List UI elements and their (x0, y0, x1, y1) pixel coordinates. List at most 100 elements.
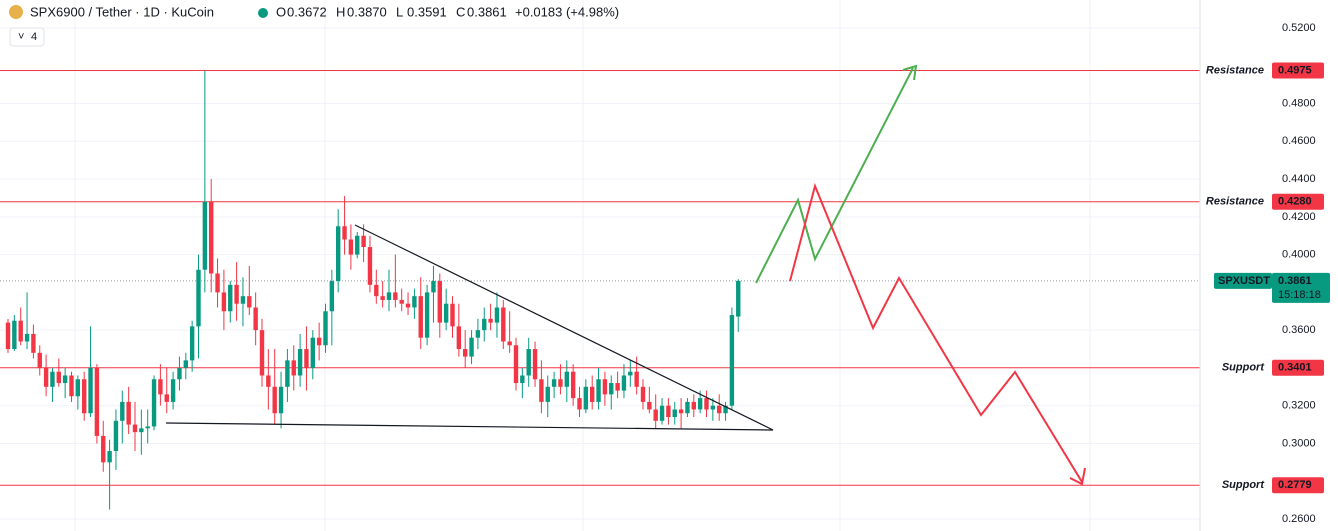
candle-body (259, 330, 265, 376)
candle-body (386, 292, 392, 300)
level-name: Resistance (1206, 196, 1264, 208)
candle-body (253, 307, 258, 331)
indicator-toggle[interactable] (9, 27, 45, 47)
candle-body (336, 226, 341, 282)
ohlc-label: H (336, 4, 345, 19)
candle-body (666, 405, 671, 418)
symbol-label: SPXUSDT (1218, 275, 1270, 287)
candle-body (355, 235, 360, 255)
candle-body (634, 371, 639, 387)
candle-body (297, 349, 303, 376)
level-name: Support (1222, 479, 1265, 491)
countdown: 15:18:18 (1278, 289, 1321, 301)
triangle-pattern (165, 224, 774, 431)
candle-body (170, 379, 176, 402)
candle-body (69, 375, 74, 397)
candle-body (399, 299, 404, 304)
ohlc-value: 0.3861 (467, 4, 507, 19)
bearish-projection (789, 182, 1083, 483)
candle-body (278, 386, 284, 414)
drawings (165, 64, 1086, 486)
candle-body (202, 201, 208, 270)
candle-body (685, 401, 690, 414)
y-tick-label: 0.4600 (1282, 135, 1316, 147)
candle-body (583, 386, 589, 410)
bullish-projection (755, 67, 914, 284)
candle-body (342, 226, 347, 240)
candle-body (323, 311, 328, 346)
candle-body (437, 281, 442, 323)
level-name: Support (1222, 362, 1265, 374)
candle-body (82, 379, 87, 414)
y-tick-label: 0.2600 (1282, 513, 1316, 525)
candle-body (621, 375, 627, 391)
candle-body (107, 451, 112, 463)
arrow-head (1069, 467, 1086, 486)
candle-body (266, 375, 271, 387)
candle-body (539, 379, 544, 402)
candle-body (532, 349, 538, 380)
header: SPX6900 / Tether · 1D · KuCoin O 0.3672 H 0… (9, 4, 619, 47)
ohlc-label: L (396, 4, 403, 19)
candle-body (482, 318, 487, 331)
chevron: ˅ (18, 31, 24, 43)
market-status (258, 8, 268, 18)
candle-body (37, 352, 42, 368)
candle-body (221, 292, 227, 312)
candle-body (196, 269, 201, 327)
level-price-box (1272, 359, 1324, 376)
candle-body (405, 303, 411, 308)
level-price-box (1272, 477, 1324, 494)
indicator-count[interactable]: 4 (31, 31, 37, 43)
candle-body (304, 349, 309, 368)
candle-body (18, 320, 23, 342)
y-tick-label: 0.3000 (1282, 437, 1316, 449)
candle-body (697, 398, 703, 410)
candle-body (558, 379, 563, 387)
level-price: 0.2779 (1278, 479, 1312, 491)
candle-body (729, 315, 735, 406)
candle-body (316, 337, 322, 346)
horizontal-grid (0, 27, 1200, 520)
candle-body (450, 303, 455, 327)
ohlc-value: 0.3591 (407, 4, 447, 19)
last-price-box (1272, 272, 1330, 303)
ohlc-label: C (456, 4, 465, 19)
candle-body (475, 330, 481, 338)
candle-body (628, 371, 633, 376)
candle-body (463, 349, 468, 357)
candle-body (710, 405, 716, 410)
candle-body (609, 383, 614, 395)
candle-body (62, 375, 68, 384)
level-price-box (1272, 62, 1324, 79)
symbol-icon (9, 5, 23, 19)
ohlc: O 0.3672 H 0.3870 L 0.3591 C 0.3861 (276, 4, 507, 19)
candle-body (240, 296, 246, 304)
candle-body (418, 296, 423, 338)
candle-body (691, 401, 696, 410)
y-tick-label: 0.4200 (1282, 211, 1316, 223)
candle-body (507, 341, 512, 346)
symbol-title: SPX6900 / Tether · 1D · KuCoin (30, 4, 214, 19)
candle-body (602, 379, 608, 395)
y-tick-label: 0.3600 (1282, 324, 1316, 336)
level-price-box (1272, 193, 1324, 210)
candle-body (177, 367, 182, 380)
candle-body (443, 303, 449, 323)
candle-body (374, 284, 379, 297)
candle-body (361, 235, 366, 248)
candle-body (234, 284, 239, 304)
y-tick-label: 0.4800 (1282, 97, 1316, 109)
candle-body (551, 379, 557, 387)
candle-body (101, 435, 106, 463)
candle-body (380, 296, 385, 300)
y-tick-label: 0.3200 (1282, 400, 1316, 412)
candles (5, 70, 741, 510)
last-price: 0.3861 (1278, 275, 1312, 287)
candle-body (494, 307, 500, 323)
candle-body (615, 383, 620, 391)
candle-body (215, 273, 220, 293)
candle-body (717, 405, 722, 414)
